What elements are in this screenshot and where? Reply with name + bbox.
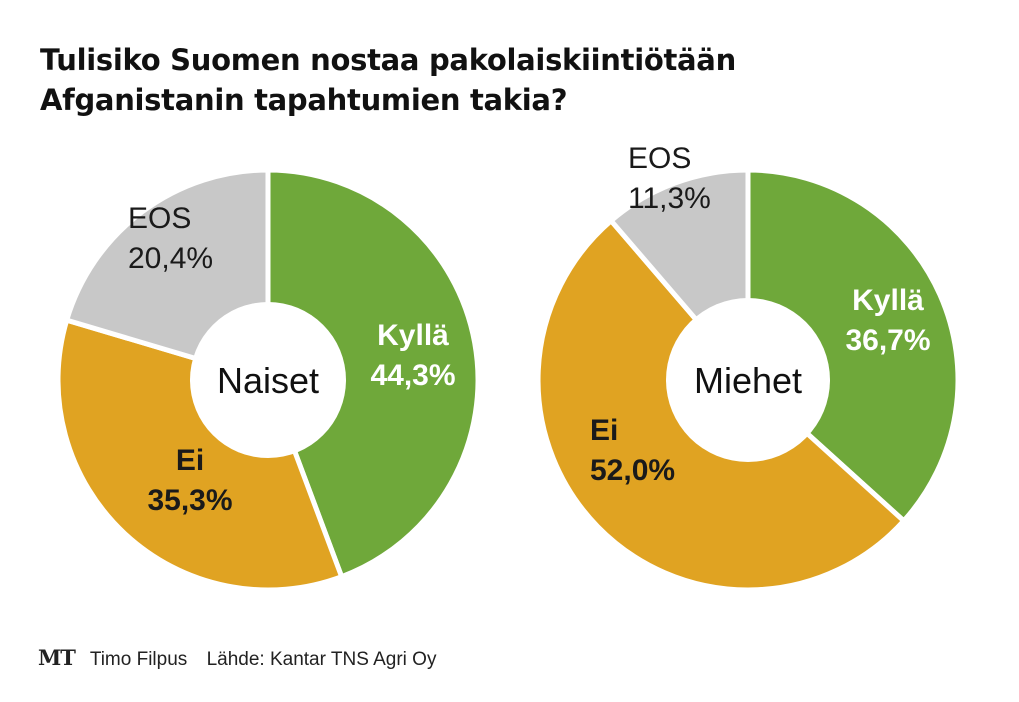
chart-title: Tulisiko Suomen nostaa pakolaiskiintiötä… [40,40,980,120]
footer: MT Timo Filpus Lähde: Kantar TNS Agri Oy [38,645,436,671]
slice-label-miehet-eos: EOS 11,3% [628,142,711,215]
mt-logo: MT [38,645,76,670]
slice-category-miehet-kylla: Kyllä [852,284,924,317]
slice-label-naiset-ei: Ei 35,3% [147,444,232,517]
chart-title-line-2: Afganistanin tapahtumien takia? [40,83,568,117]
center-label-miehet: Miehet [694,360,802,401]
slice-label-naiset-eos: EOS 20,4% [128,202,213,275]
pie-slice-naiset-kylla [265,167,481,580]
slice-value-miehet-kylla: 36,7% [845,324,930,357]
donut-chart-miehet: Miehet Kyllä 36,7% Ei 52,0% EOS 11,3% [535,142,961,593]
donut-chart-naiset: Naiset Kyllä 44,3% Ei 35,3% EOS 20,4% [55,167,481,593]
donut-hole-naiset [190,302,346,458]
slice-category-naiset-kylla: Kyllä [377,319,449,352]
slice-label-naiset-kylla: Kyllä 44,3% [370,319,455,392]
slice-category-miehet-eos: EOS [628,142,691,175]
slice-value-miehet-eos: 11,3% [628,182,711,215]
donut-hole-miehet [666,298,830,462]
center-label-naiset: Naiset [217,360,319,401]
slice-value-naiset-kylla: 44,3% [370,359,455,392]
slice-category-naiset-ei: Ei [176,444,204,477]
source-credit: Lähde: Kantar TNS Agri Oy [206,649,437,670]
author-credit: Timo Filpus [89,649,188,670]
slice-category-naiset-eos: EOS [128,202,191,235]
slice-value-miehet-ei: 52,0% [590,454,675,487]
slice-category-miehet-ei: Ei [590,414,618,447]
slice-label-miehet-ei: Ei 52,0% [590,414,675,487]
slice-value-naiset-ei: 35,3% [147,484,232,517]
slice-value-naiset-eos: 20,4% [128,242,213,275]
chart-title-line-1: Tulisiko Suomen nostaa pakolaiskiintiötä… [40,43,736,77]
slice-label-miehet-kylla: Kyllä 36,7% [845,284,930,357]
pie-slice-miehet-kylla [745,167,961,525]
